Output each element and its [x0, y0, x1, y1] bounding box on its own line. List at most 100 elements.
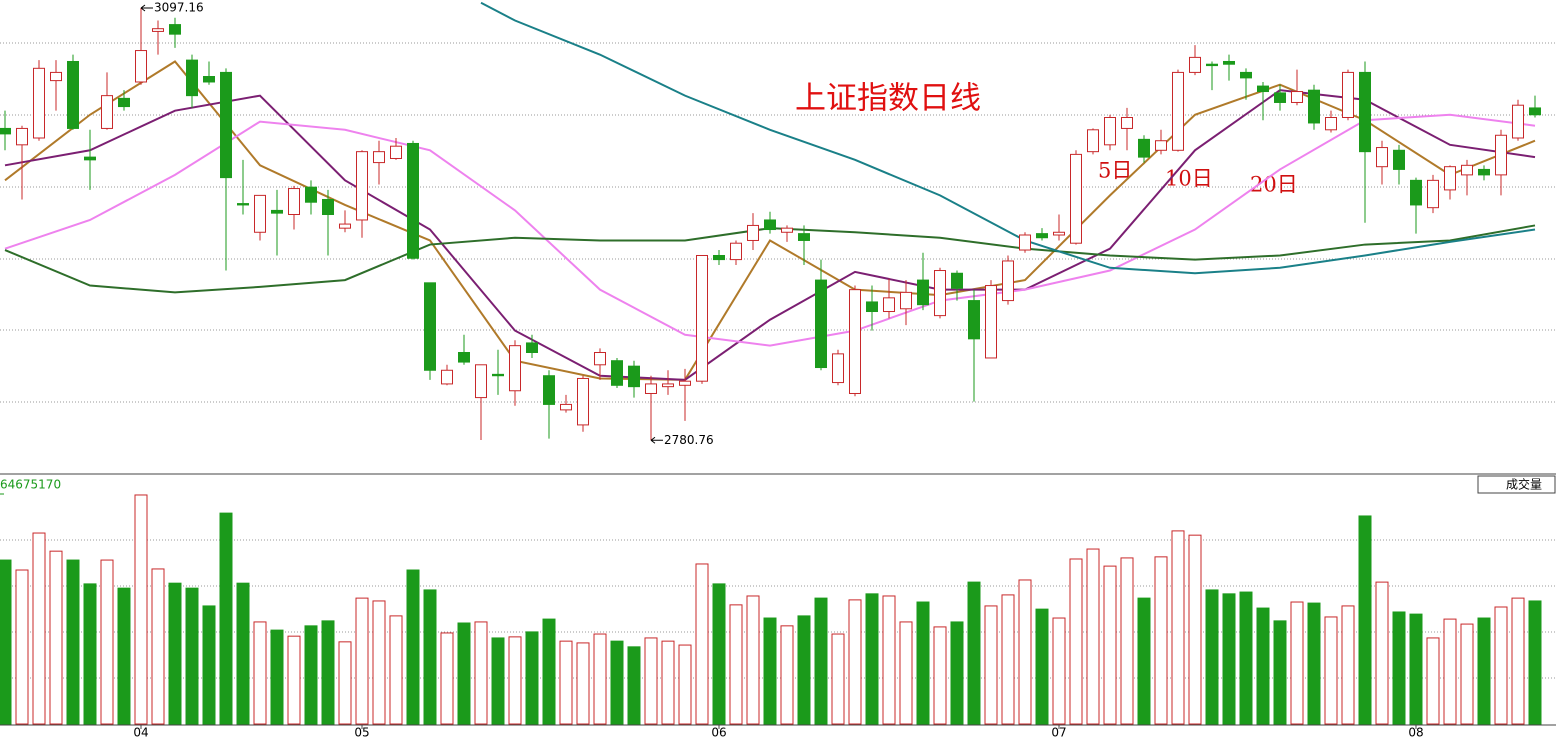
candle-body [917, 279, 929, 306]
candle-body [1274, 92, 1286, 103]
candle-body [356, 151, 368, 221]
volume-bar [423, 589, 437, 725]
volume-bar [950, 621, 964, 725]
candle-body [475, 364, 487, 399]
x-tick-label: 05 [354, 726, 369, 740]
candle-body [441, 369, 453, 385]
volume-bar [627, 646, 641, 725]
moving-average-line [4, 113, 1536, 347]
volume-bar [1426, 637, 1440, 725]
candle-body [1240, 71, 1252, 79]
volume-bar [729, 604, 743, 725]
volume-bar [66, 559, 80, 725]
volume-bar [304, 625, 318, 725]
candle-body [798, 233, 810, 241]
candle-body [1393, 149, 1405, 170]
candle-body [577, 377, 589, 426]
volume-bar [576, 642, 590, 725]
candle-body [322, 198, 334, 216]
volume-bar [0, 559, 12, 725]
volume-tick-label: 64675170 [0, 478, 61, 492]
volume-bar [797, 615, 811, 725]
candle-body [186, 59, 198, 97]
candle-body [1138, 138, 1150, 158]
volume-bar [1392, 611, 1406, 725]
volume-bar [253, 621, 267, 725]
price-panel [0, 1, 1541, 441]
volume-bar [1511, 597, 1525, 725]
candle-body [254, 194, 266, 233]
volume-title: 成交量 [1506, 477, 1542, 492]
candle-body [1376, 147, 1388, 168]
x-tick-label: 04 [133, 726, 148, 740]
volume-bar [270, 629, 284, 725]
candle-body [934, 270, 946, 317]
candle-body [1529, 107, 1541, 116]
low-arrow [650, 436, 663, 444]
candle-body [458, 352, 470, 363]
candle-body [509, 345, 521, 392]
candle-body [968, 300, 980, 340]
volume-bar [1290, 601, 1304, 725]
volume-bar [474, 621, 488, 725]
volume-bar [1120, 557, 1134, 725]
volume-bar [1222, 593, 1236, 725]
volume-bar [185, 587, 199, 725]
volume-bar [916, 601, 930, 725]
candle-body [492, 373, 504, 377]
volume-grid [0, 539, 1556, 679]
volume-bar [100, 559, 114, 725]
volume-bar [1528, 600, 1542, 725]
high-arrow [140, 4, 153, 12]
candle-body [339, 223, 351, 229]
candle-body [1155, 140, 1167, 151]
candle-body [594, 352, 606, 366]
candle-body [1444, 166, 1456, 191]
volume-bar [1443, 618, 1457, 725]
candle-body [1325, 117, 1337, 131]
candle-body [951, 272, 963, 289]
candle-body [1308, 89, 1320, 124]
candle-body [0, 127, 11, 135]
volume-bar [134, 494, 148, 725]
volume-bar [712, 583, 726, 725]
candle-body [1087, 129, 1099, 153]
candle-body [1223, 60, 1235, 65]
candle-body [1206, 63, 1218, 67]
volume-bar [236, 582, 250, 725]
volume-bar [661, 640, 675, 725]
candle-body [288, 188, 300, 216]
volume-bar [321, 620, 335, 725]
candle-body [1461, 164, 1473, 176]
volume-bar [644, 637, 658, 725]
volume-bar [1273, 620, 1287, 725]
volume-title-box [1477, 475, 1556, 494]
candle-body [900, 291, 912, 310]
candle-body [543, 375, 555, 405]
candle-body [696, 254, 708, 382]
volume-bar [559, 640, 573, 725]
candle-body [866, 301, 878, 313]
candle-body [305, 186, 317, 203]
x-tick-label: 08 [1408, 726, 1423, 740]
candle-body [169, 24, 181, 35]
volume-bar [984, 605, 998, 725]
candle-body [1427, 179, 1439, 209]
candle-body [1002, 260, 1014, 302]
candle-body [1478, 168, 1490, 176]
annotation: 10日 [1165, 167, 1213, 191]
candle-body [135, 50, 147, 83]
volume-bar [32, 532, 46, 725]
candle-body [730, 242, 742, 261]
volume-bar [1256, 607, 1270, 725]
volume-bar [967, 581, 981, 725]
candle-body [1070, 153, 1082, 244]
candle-body [832, 353, 844, 384]
candle-body [815, 279, 827, 369]
candle-body [713, 254, 725, 261]
candle-body [84, 156, 96, 161]
volume-bar [49, 550, 63, 725]
volume-bar [542, 618, 556, 725]
candle-body [1036, 233, 1048, 239]
